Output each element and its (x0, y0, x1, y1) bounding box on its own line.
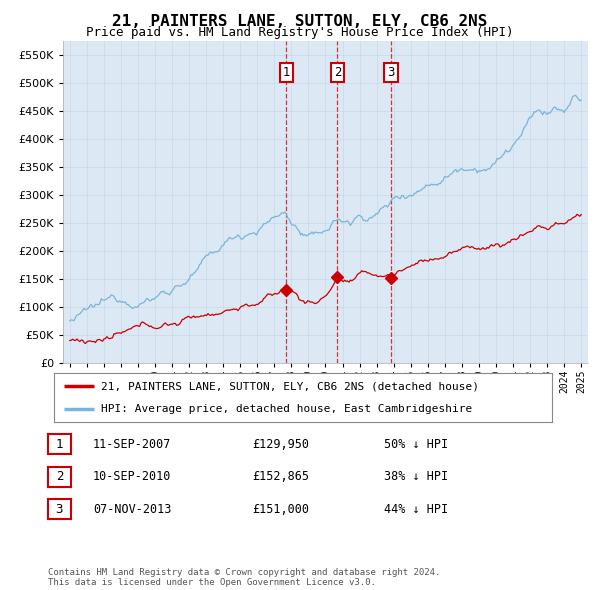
Text: £129,950: £129,950 (252, 438, 309, 451)
Text: 11-SEP-2007: 11-SEP-2007 (93, 438, 172, 451)
Text: HPI: Average price, detached house, East Cambridgeshire: HPI: Average price, detached house, East… (101, 404, 473, 414)
Text: £151,000: £151,000 (252, 503, 309, 516)
Text: 21, PAINTERS LANE, SUTTON, ELY, CB6 2NS: 21, PAINTERS LANE, SUTTON, ELY, CB6 2NS (112, 14, 488, 28)
Text: 3: 3 (388, 65, 395, 78)
Text: 07-NOV-2013: 07-NOV-2013 (93, 503, 172, 516)
Text: 50% ↓ HPI: 50% ↓ HPI (384, 438, 448, 451)
Text: 1: 1 (283, 65, 290, 78)
Text: 2: 2 (56, 470, 63, 483)
Text: 1: 1 (56, 438, 63, 451)
Text: 3: 3 (56, 503, 63, 516)
Text: 10-SEP-2010: 10-SEP-2010 (93, 470, 172, 483)
Text: £152,865: £152,865 (252, 470, 309, 483)
Text: Price paid vs. HM Land Registry's House Price Index (HPI): Price paid vs. HM Land Registry's House … (86, 26, 514, 39)
Text: 44% ↓ HPI: 44% ↓ HPI (384, 503, 448, 516)
Text: 2: 2 (334, 65, 341, 78)
Text: 21, PAINTERS LANE, SUTTON, ELY, CB6 2NS (detached house): 21, PAINTERS LANE, SUTTON, ELY, CB6 2NS … (101, 381, 479, 391)
Text: Contains HM Land Registry data © Crown copyright and database right 2024.
This d: Contains HM Land Registry data © Crown c… (48, 568, 440, 587)
Text: 38% ↓ HPI: 38% ↓ HPI (384, 470, 448, 483)
